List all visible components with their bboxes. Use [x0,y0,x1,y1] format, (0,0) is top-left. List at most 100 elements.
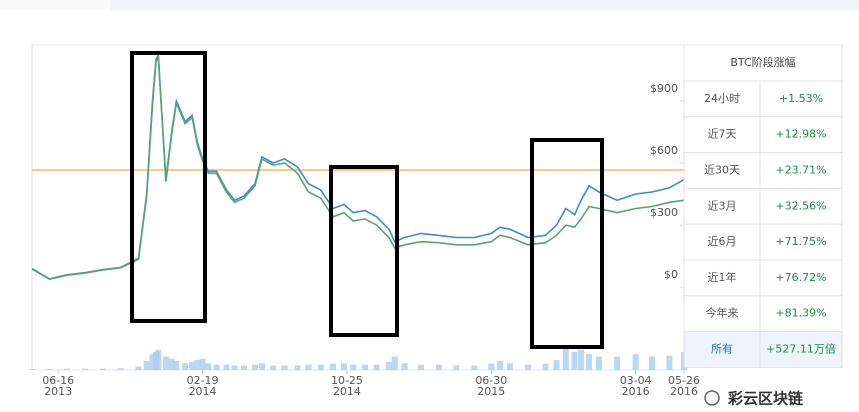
volume-bar [542,363,549,370]
volume-bar [506,363,513,370]
period-label: 近6月 [708,235,737,248]
table-row [683,223,843,261]
volume-bar [29,369,35,370]
volume-bar [361,364,368,370]
x-tick-year: 2013 [44,385,72,398]
volume-bar [350,364,357,370]
volume-bar [553,360,560,370]
x-tick-label: 03-04 [620,374,652,387]
watermark-icon [704,390,720,406]
volume-bar [194,360,201,370]
volume-bar [488,363,495,370]
volume-bar [648,356,655,370]
volume-bar [100,368,107,370]
volume-bar [317,364,324,370]
tab[interactable] [0,0,110,10]
stats-table: BTC阶段涨幅 24小时 +1.53% 近7天 +12.98% 近30天 +23.71% 近3… [683,44,843,368]
volume-bar [143,361,150,370]
volume-bar [453,365,460,370]
table-row [683,259,843,297]
volume-bar [385,361,392,370]
highlight-box [130,51,207,323]
volume-bar [173,361,180,370]
volume-bar [205,363,212,370]
volume-bar [117,368,124,370]
change-value: +71.75% [775,235,826,248]
volume-bar [168,358,175,370]
plot-frame [31,44,685,371]
table-row [683,80,843,118]
volume-bar [223,364,230,370]
volume-bar [182,363,189,370]
table-row [683,187,843,225]
volume-bar [294,365,301,370]
volume-bar [596,356,603,370]
x-tick-year: 2015 [477,385,505,398]
table-row [683,116,843,154]
volume-bar [571,352,578,370]
volume-bar [524,364,531,370]
period-label: 近1年 [708,270,737,284]
volume-bar [135,366,142,370]
volume-bar [63,368,70,370]
volume-bar [586,354,593,370]
volume-bar [497,361,504,370]
x-tick-year: 2016 [670,385,698,398]
volume-bar [213,364,220,370]
y-tick-label: $600 [650,144,678,157]
period-label: 24小时 [704,92,740,105]
volume-bar [614,356,621,370]
volume-bar [305,364,312,370]
volume-bar [258,363,265,370]
period-label: 近3月 [708,199,737,212]
table-row [683,152,843,189]
change-value: +1.53% [779,92,823,105]
annotations [130,51,604,349]
volume-bar [281,365,288,370]
period-label: 所有 [711,342,733,356]
change-value: +32.56% [775,199,826,212]
volume-bar [435,364,442,370]
table-row [683,331,843,368]
volume-bar [577,349,584,370]
volume-bar [240,365,247,370]
period-label: 近30天 [704,164,740,177]
volume-bar [373,364,380,370]
period-label: 今年来 [706,306,739,320]
x-tick-label: 05-26 [668,374,700,387]
x-tick-label: 06-16 [42,374,74,387]
price-line [31,52,685,280]
volume-bar [270,365,277,370]
volume-bar [189,361,196,370]
volume-bar [199,358,206,370]
volume-bar [666,355,673,370]
change-value: +527.11万倍 [766,342,836,356]
volume-bar [471,365,478,370]
x-tick-year: 2014 [333,385,361,398]
watermark: 彩云区块链 [727,390,804,408]
change-value: +12.98% [775,128,826,141]
change-value: +23.71% [775,164,826,177]
y-tick-label: $300 [650,206,678,219]
x-tick-year: 2016 [622,385,650,398]
volume-bar [46,369,53,370]
x-tick-label: 06-30 [475,374,507,387]
change-value: +81.39% [775,307,826,320]
volume-bar [401,363,408,370]
volume-bar [155,349,162,370]
table-title: BTC阶段涨幅 [730,55,795,69]
highlight-box [530,138,604,349]
volume-bar [329,363,336,370]
plot: $0$300$600$90006-16201302-19201410-25201… [29,52,700,398]
volume-bar [417,364,424,370]
change-value: +76.72% [775,271,826,284]
table-row [683,295,843,333]
x-tick-year: 2014 [189,385,217,398]
period-label: 近7天 [708,128,737,141]
tab-bar [0,0,859,10]
volume-bar [81,368,88,370]
price-line [31,54,685,281]
volume-bar [391,356,398,370]
volume-bar [632,354,639,370]
volume-bar [231,365,238,370]
